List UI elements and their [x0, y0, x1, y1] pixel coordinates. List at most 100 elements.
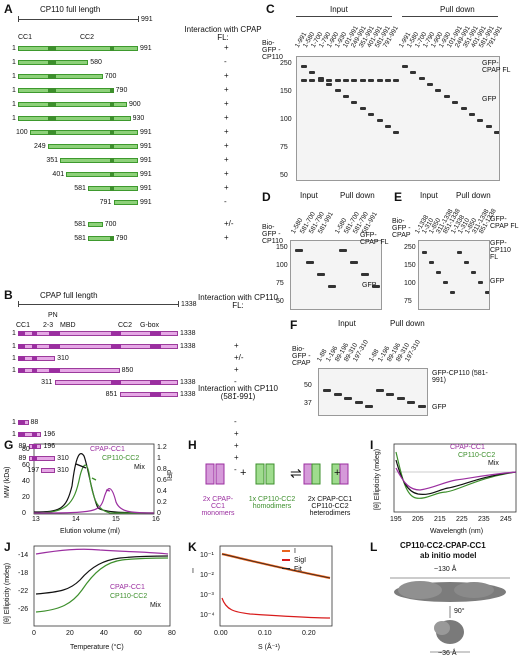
protein-band	[494, 131, 499, 134]
g-ylabel: MW (kDa)	[4, 466, 11, 499]
western-blot-c	[296, 56, 500, 181]
protein-band	[452, 101, 459, 104]
panel-label-b: B	[4, 288, 13, 302]
legend-j-cp110: CP110-CC2	[110, 593, 148, 600]
construct-end: 991	[140, 199, 152, 206]
cpap-domain	[18, 344, 26, 349]
construct-start: 197	[27, 467, 40, 474]
right-label-c1: GFP- CPAP FL	[482, 60, 511, 74]
cpap-domain	[111, 344, 121, 349]
cp110-ruler	[18, 19, 138, 20]
legend-i-cp110: CP110-CC2	[458, 452, 496, 459]
protein-band	[385, 79, 391, 82]
right-label-f2: GFP	[432, 404, 447, 411]
construct-end: 1338	[180, 379, 196, 386]
y-tick: 10⁻¹	[200, 552, 214, 559]
cpap-domain	[49, 368, 60, 373]
x-tick: 40	[100, 630, 108, 637]
i-ylabel: [θ] Ellipticity (mdeg)	[374, 448, 381, 510]
protein-band	[372, 285, 380, 288]
construct-end: 790	[115, 87, 128, 94]
cpap-domain	[149, 392, 162, 397]
panel-label-g: G	[4, 438, 14, 452]
y2-tick: 0	[157, 510, 161, 517]
protein-band	[464, 261, 469, 264]
protein-band	[359, 107, 366, 110]
protein-band	[435, 89, 442, 92]
construct-start: 1	[12, 87, 16, 94]
panel-label-h: H	[188, 438, 197, 452]
protein-band	[365, 405, 373, 408]
legend-j-mix: Mix	[150, 602, 161, 609]
cpap-domain	[32, 444, 38, 449]
construct-end: 930	[132, 115, 145, 122]
cpap-domain	[18, 331, 26, 336]
l-title1: CP110-CC2-CPAP-CC1	[400, 541, 486, 550]
construct-start: 581	[74, 235, 86, 242]
interaction-result: +	[234, 429, 239, 438]
h-caption-3: 2x CPAP-CC1 CP110-CC2 heterodimers	[307, 496, 353, 517]
x-tick: 60	[134, 630, 142, 637]
cp110-construct-bar	[18, 102, 127, 107]
interaction-result: +	[224, 233, 229, 242]
construct-start: 100	[15, 129, 28, 136]
construct-start: 1	[12, 59, 16, 66]
construct-end: 991	[140, 185, 152, 192]
construct-end: 790	[115, 235, 128, 242]
interaction-result: +	[234, 365, 239, 374]
legend-g-mix: Mix	[134, 464, 145, 471]
interaction-result: -	[234, 377, 237, 386]
construct-end: 310	[57, 467, 69, 474]
mw-marker: 37	[304, 400, 312, 407]
protein-band	[478, 281, 483, 284]
envelope-model	[390, 577, 510, 653]
protein-band	[376, 79, 383, 82]
cc2-label: CC2	[80, 34, 95, 41]
interaction-result: +	[224, 169, 229, 178]
construct-start: 581	[74, 185, 86, 192]
construct-end: 580	[90, 59, 102, 66]
construct-start: 89	[18, 455, 27, 462]
y-tick: 10⁻⁴	[200, 612, 215, 619]
input-label-e: Input	[420, 191, 438, 200]
bait-d: Bio-GFP -CP110	[262, 224, 283, 245]
y2-tick: 1	[157, 455, 161, 462]
protein-band	[317, 273, 325, 276]
x-tick: 14	[72, 516, 80, 523]
protein-band	[485, 125, 492, 128]
cpap-full-length-title: CPAP full length	[40, 291, 98, 300]
panel-label-l: L	[370, 540, 378, 554]
interaction-result: +	[224, 141, 229, 150]
cpap-trace	[33, 488, 155, 514]
construct-end: 850	[121, 367, 134, 374]
construct-start: 1	[12, 115, 16, 122]
sec-mals-plot	[33, 443, 155, 515]
protein-band	[334, 89, 341, 92]
x-tick: 245	[500, 516, 512, 523]
cpap-domain	[149, 344, 162, 349]
cpap-domain	[32, 344, 38, 349]
y-tick: -14	[18, 552, 29, 559]
protein-band	[443, 95, 450, 98]
input-label-c: Input	[330, 5, 348, 14]
pulldown-label-e: Pull down	[456, 191, 491, 200]
equilibrium: ⇌	[290, 465, 302, 481]
x-tick: 80	[168, 630, 176, 637]
cc-domain	[110, 236, 115, 241]
protein-band	[450, 291, 455, 294]
protein-band	[309, 79, 316, 82]
construct-end: 991	[140, 171, 152, 178]
protein-band	[407, 401, 415, 404]
cpap-domain	[32, 368, 38, 373]
construct-start: 1	[12, 330, 16, 337]
x-tick: 0.10	[258, 630, 272, 637]
panel-label-d: D	[262, 190, 271, 204]
construct-end: 991	[140, 45, 152, 52]
range-label: 2-3	[43, 322, 54, 329]
mix-trace	[33, 453, 155, 514]
construct-start: 791	[99, 199, 112, 206]
plus-2: +	[334, 467, 341, 479]
cpap-domain	[32, 456, 38, 461]
protein-band	[306, 261, 314, 264]
mw-marker: 75	[280, 144, 288, 151]
